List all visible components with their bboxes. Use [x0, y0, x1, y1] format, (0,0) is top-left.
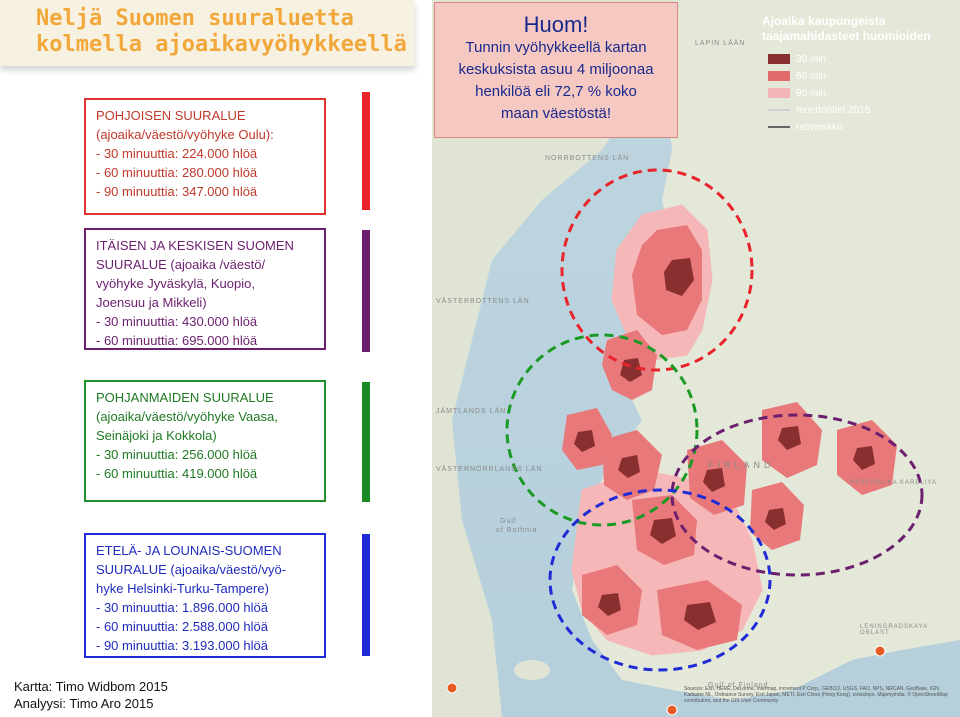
region-box-east: ITÄISEN JA KESKISEN SUOMEN SUURALUE (ajo… [84, 228, 326, 350]
map-sources: Sources: Esri, HERE, DeLorme, Intermap, … [684, 686, 948, 704]
legend-item-30: 30 min [768, 54, 826, 65]
region-north-heading: POHJOISEN SUURALUE [96, 108, 246, 123]
region-circle-north [560, 168, 754, 372]
region-west-line-1: - 30 minuuttia: 256.000 hlöä [96, 447, 258, 462]
title-line-1: Neljä Suomen suuraluetta [36, 6, 354, 31]
map-label-gulf-finland: Gulf of Finland [708, 682, 769, 689]
legend-item-rail: rataverkko [768, 122, 843, 133]
region-south-line-3: - 90 minuuttia: 3.193.000 hlöä [96, 638, 269, 653]
legend-item-90: 90 min [768, 88, 826, 99]
map-label-lappin: LAPIN LÄÄN [695, 40, 746, 47]
legend-item-motorways: moottoritiet 2015 [768, 105, 871, 116]
region-circle-south [548, 488, 772, 672]
legend-title-2: taajamahidasteet huomioiden [762, 29, 931, 43]
region-east-heading: ITÄISEN JA KESKISEN SUOMEN [96, 238, 294, 253]
zone-30-tampere [650, 518, 676, 544]
region-west-line-2: - 60 minuuttia: 419.000 hlöä [96, 466, 258, 481]
region-box-west: POHJANMAIDEN SUURALUE (ajoaika/väestö/vy… [84, 380, 326, 502]
huom-line-4: maan väestöstä! [500, 105, 612, 122]
page-title: Neljä Suomen suuraluetta kolmella ajoaik… [0, 0, 415, 66]
map-label-gulf-1: Gulf [500, 518, 517, 525]
zones-30min [574, 258, 875, 630]
credits: Kartta: Timo Widbom 2015 Analyysi: Timo … [14, 678, 168, 712]
map-legend: Ajoaika kaupungeista taajamahidasteet hu… [762, 14, 958, 138]
region-box-north: POHJOISEN SUURALUE (ajoaika/väestö/vyöhy… [84, 98, 326, 215]
region-east-line-2: - 60 minuuttia: 695.000 hlöä [96, 333, 258, 348]
map-label-gulf-2: of Bothnia [496, 527, 538, 534]
region-west-subheading-1: (ajoaika/väestö/vyöhyke Vaasa, [96, 409, 278, 424]
zone-30-joensuu [853, 446, 875, 470]
region-south-heading: ETELÄ- JA LOUNAIS-SUOMEN [96, 543, 282, 558]
region-east-subheading-1: SUURALUE (ajoaika /väestö/ [96, 257, 266, 272]
region-circle-west [505, 333, 699, 527]
region-west-subheading-2: Seinäjoki ja Kokkola) [96, 428, 217, 443]
city-marker-stockholm [446, 682, 458, 694]
huom-line-2: keskuksista asuu 4 miljoonaa [458, 61, 654, 78]
region-south-subheading-1: SUURALUE (ajoaika/väestö/vyö- [96, 562, 287, 577]
legend-label-motorways: moottoritiet 2015 [796, 105, 871, 116]
landmass-aland [514, 660, 550, 680]
region-south-bar [362, 534, 370, 656]
huom-line-1: Tunnin vyöhykkeellä kartan [465, 39, 647, 56]
legend-swatch-30 [768, 54, 790, 65]
map-label-karelia: RESPUBLIKA KARELIYA [850, 480, 937, 486]
legend-title-1: Ajoaika kaupungeista [762, 14, 886, 28]
legend-line-rail [768, 126, 790, 129]
huom-line-3: henkilöä eli 72,7 % koko [475, 83, 637, 100]
region-north-line-1: - 30 minuuttia: 224.000 hlöä [96, 146, 258, 161]
region-south-line-2: - 60 minuuttia: 2.588.000 hlöä [96, 619, 269, 634]
city-marker-stpetersburg [874, 645, 886, 657]
legend-label-90: 90 min [796, 88, 827, 99]
map-label-jamtlands: JÄMTLANDS LÄN [436, 408, 507, 415]
region-north-bar [362, 92, 370, 210]
landmass-sweden [432, 0, 682, 717]
region-east-line-1: - 30 minuuttia: 430.000 hlöä [96, 314, 258, 329]
map-label-leningrad: LENINGRADSKAYA OBLAST [860, 624, 928, 636]
zone-30-kuopio [778, 426, 801, 450]
legend-line-motorways [768, 109, 790, 112]
legend-label-rail: rataverkko [796, 122, 843, 133]
zone-30-seinajoki [618, 455, 640, 478]
map-label-vasternorrlands: VÄSTERNORRLANDS LÄN [436, 466, 543, 473]
map-label-finland: FINLAND [708, 460, 775, 470]
credit-analysis: Analyysi: Timo Aro 2015 [14, 696, 154, 711]
legend-label-30: 30 min [796, 54, 827, 65]
zone-30-turku [598, 593, 621, 616]
region-north-line-2: - 60 minuuttia: 280.000 hlöä [96, 165, 258, 180]
city-marker-tallinn [666, 704, 678, 716]
region-east-subheading-2: vyöhyke Jyväskylä, Kuopio, [96, 276, 255, 291]
zone-30-oulu [664, 258, 694, 296]
region-south-subheading-2: hyke Helsinki-Turku-Tampere) [96, 581, 269, 596]
zone-30-jyvaskyla [703, 468, 725, 492]
credit-map: Kartta: Timo Widbom 2015 [14, 679, 168, 694]
zone-30-vaasa [574, 430, 595, 452]
region-west-bar [362, 382, 370, 502]
zone-30-helsinki [684, 602, 716, 630]
huom-title: Huom! [523, 12, 589, 37]
title-line-2: kolmella ajoaikavyöhykkeellä [36, 32, 407, 57]
legend-swatch-60 [768, 71, 790, 82]
region-east-bar [362, 230, 370, 352]
map-label-norrbottens: NORRBOTTENS LÄN [545, 155, 630, 162]
region-west-heading: POHJANMAIDEN SUURALUE [96, 390, 274, 405]
zone-30-mikkeli [765, 508, 786, 530]
region-box-south: ETELÄ- JA LOUNAIS-SUOMEN SUURALUE (ajoai… [84, 533, 326, 658]
region-north-line-3: - 90 minuuttia: 347.000 hlöä [96, 184, 258, 199]
huom-note: Huom! Tunnin vyöhykkeellä kartan keskuks… [434, 2, 678, 138]
region-north-subheading: (ajoaika/väestö/vyöhyke Oulu): [96, 127, 274, 142]
legend-swatch-90 [768, 88, 790, 99]
legend-item-60: 60 min [768, 71, 826, 82]
legend-label-60: 60 min [796, 71, 827, 82]
finland-drive-time-map [432, 0, 960, 717]
region-circle-east [670, 413, 924, 577]
region-south-line-1: - 30 minuuttia: 1.896.000 hlöä [96, 600, 269, 615]
map-label-vasterbottens: VÄSTERBOTTENS LÄN [436, 298, 530, 305]
region-east-subheading-3: Joensuu ja Mikkeli) [96, 295, 207, 310]
